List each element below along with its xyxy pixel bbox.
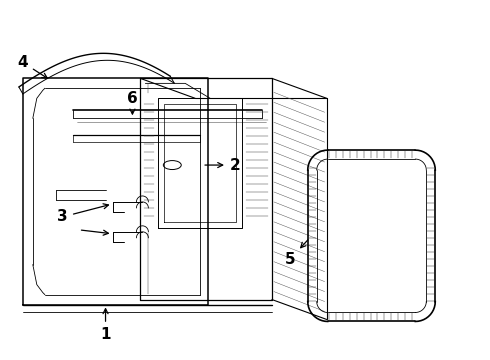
Text: 2: 2 [205,158,241,172]
Text: 6: 6 [127,91,138,114]
Text: 1: 1 [100,309,111,342]
Text: 3: 3 [57,204,108,224]
Text: 4: 4 [18,55,47,78]
Text: 5: 5 [285,240,308,267]
